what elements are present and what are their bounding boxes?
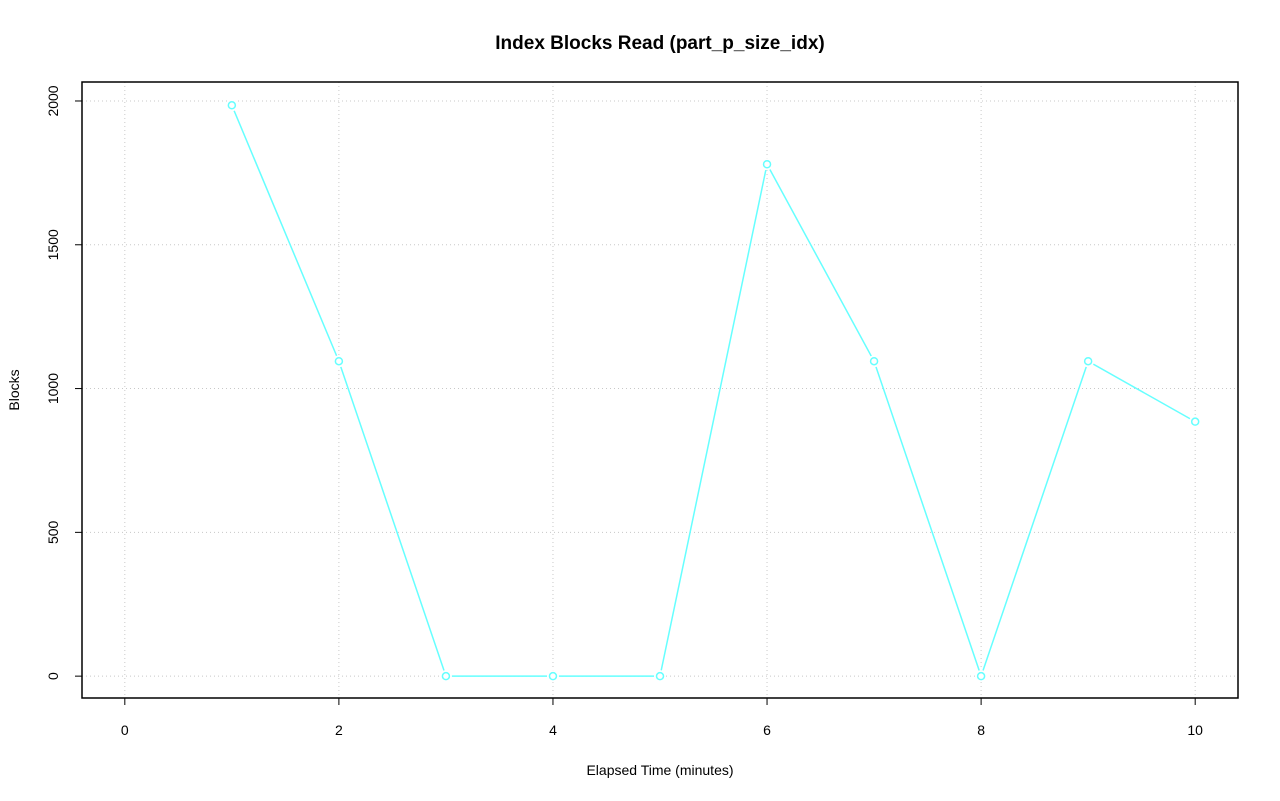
y-tick-label: 2000 bbox=[45, 85, 61, 116]
data-point bbox=[869, 356, 879, 366]
x-tick-label: 10 bbox=[1187, 722, 1203, 738]
data-point bbox=[1083, 356, 1093, 366]
x-axis-label: Elapsed Time (minutes) bbox=[586, 762, 733, 778]
y-axis-label: Blocks bbox=[6, 369, 22, 410]
chart-title: Index Blocks Read (part_p_size_idx) bbox=[495, 33, 824, 54]
data-point bbox=[655, 671, 665, 681]
y-tick-label: 1000 bbox=[45, 373, 61, 404]
x-tick-label: 6 bbox=[763, 722, 771, 738]
y-tick-label: 1500 bbox=[45, 229, 61, 260]
data-point bbox=[762, 159, 772, 169]
x-tick-label: 4 bbox=[549, 722, 557, 738]
data-point bbox=[334, 356, 344, 366]
data-point bbox=[441, 671, 451, 681]
data-point bbox=[548, 671, 558, 681]
x-tick-label: 2 bbox=[335, 722, 343, 738]
y-tick-label: 500 bbox=[45, 520, 61, 544]
data-point bbox=[1190, 417, 1200, 426]
data-line bbox=[231, 105, 1196, 679]
plot-frame bbox=[81, 81, 1239, 699]
data-point bbox=[227, 101, 237, 110]
data-point bbox=[976, 671, 986, 681]
x-tick-label: 8 bbox=[977, 722, 985, 738]
y-tick-label: 0 bbox=[45, 672, 61, 680]
x-tick-label: 0 bbox=[121, 722, 129, 738]
